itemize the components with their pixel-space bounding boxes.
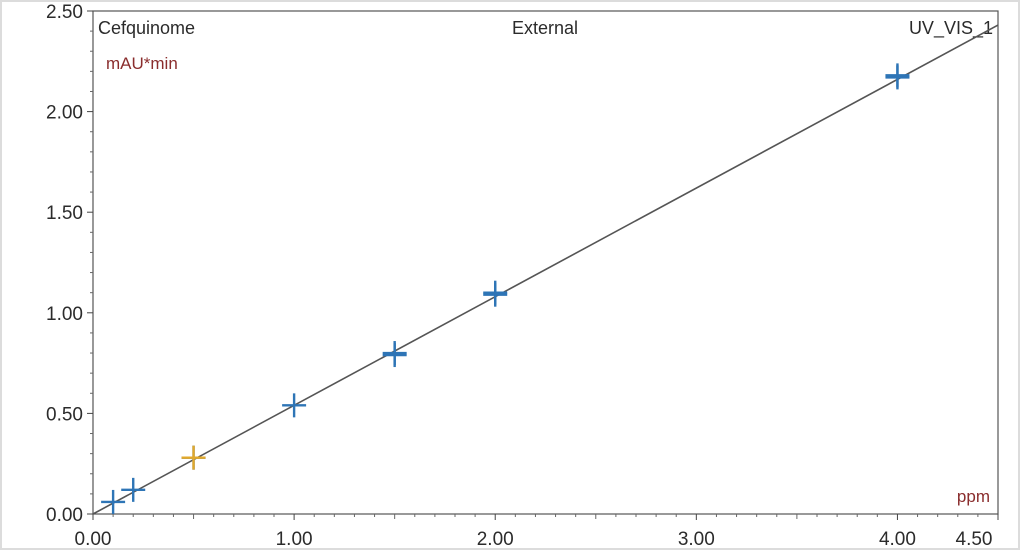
calibration-fit-line bbox=[92, 24, 999, 515]
y-tick-label: 0.00 bbox=[46, 505, 83, 526]
y-tick-label: 1.50 bbox=[46, 203, 83, 224]
data-point-marker bbox=[382, 341, 407, 366]
data-point-marker bbox=[181, 445, 206, 470]
chart-title-center: External bbox=[512, 18, 578, 38]
y-tick-label: 0.50 bbox=[46, 404, 83, 425]
chart-title-right: UV_VIS_1 bbox=[909, 18, 993, 39]
x-tick-label: 0.00 bbox=[75, 529, 112, 550]
y-tick-label: 2.00 bbox=[46, 103, 83, 124]
x-tick-label: 4.00 bbox=[879, 529, 916, 550]
data-point-marker bbox=[282, 393, 307, 418]
y-tick-label: 1.00 bbox=[46, 304, 83, 325]
chart-title-left: Cefquinome bbox=[98, 18, 195, 38]
x-axis-label: ppm bbox=[957, 487, 990, 506]
x-tick-label: 1.00 bbox=[276, 529, 313, 550]
y-axis-label: mAU*min bbox=[106, 54, 178, 73]
x-tick-label: 4.50 bbox=[956, 529, 993, 550]
data-point-marker bbox=[121, 477, 146, 502]
x-tick-label: 3.00 bbox=[678, 529, 715, 550]
plot-area bbox=[92, 10, 999, 515]
y-tick-label: 2.50 bbox=[46, 2, 83, 23]
data-point-marker bbox=[101, 489, 126, 514]
data-point-marker bbox=[885, 63, 910, 88]
data-point-marker bbox=[483, 282, 508, 307]
x-tick-label: 2.00 bbox=[477, 529, 514, 550]
